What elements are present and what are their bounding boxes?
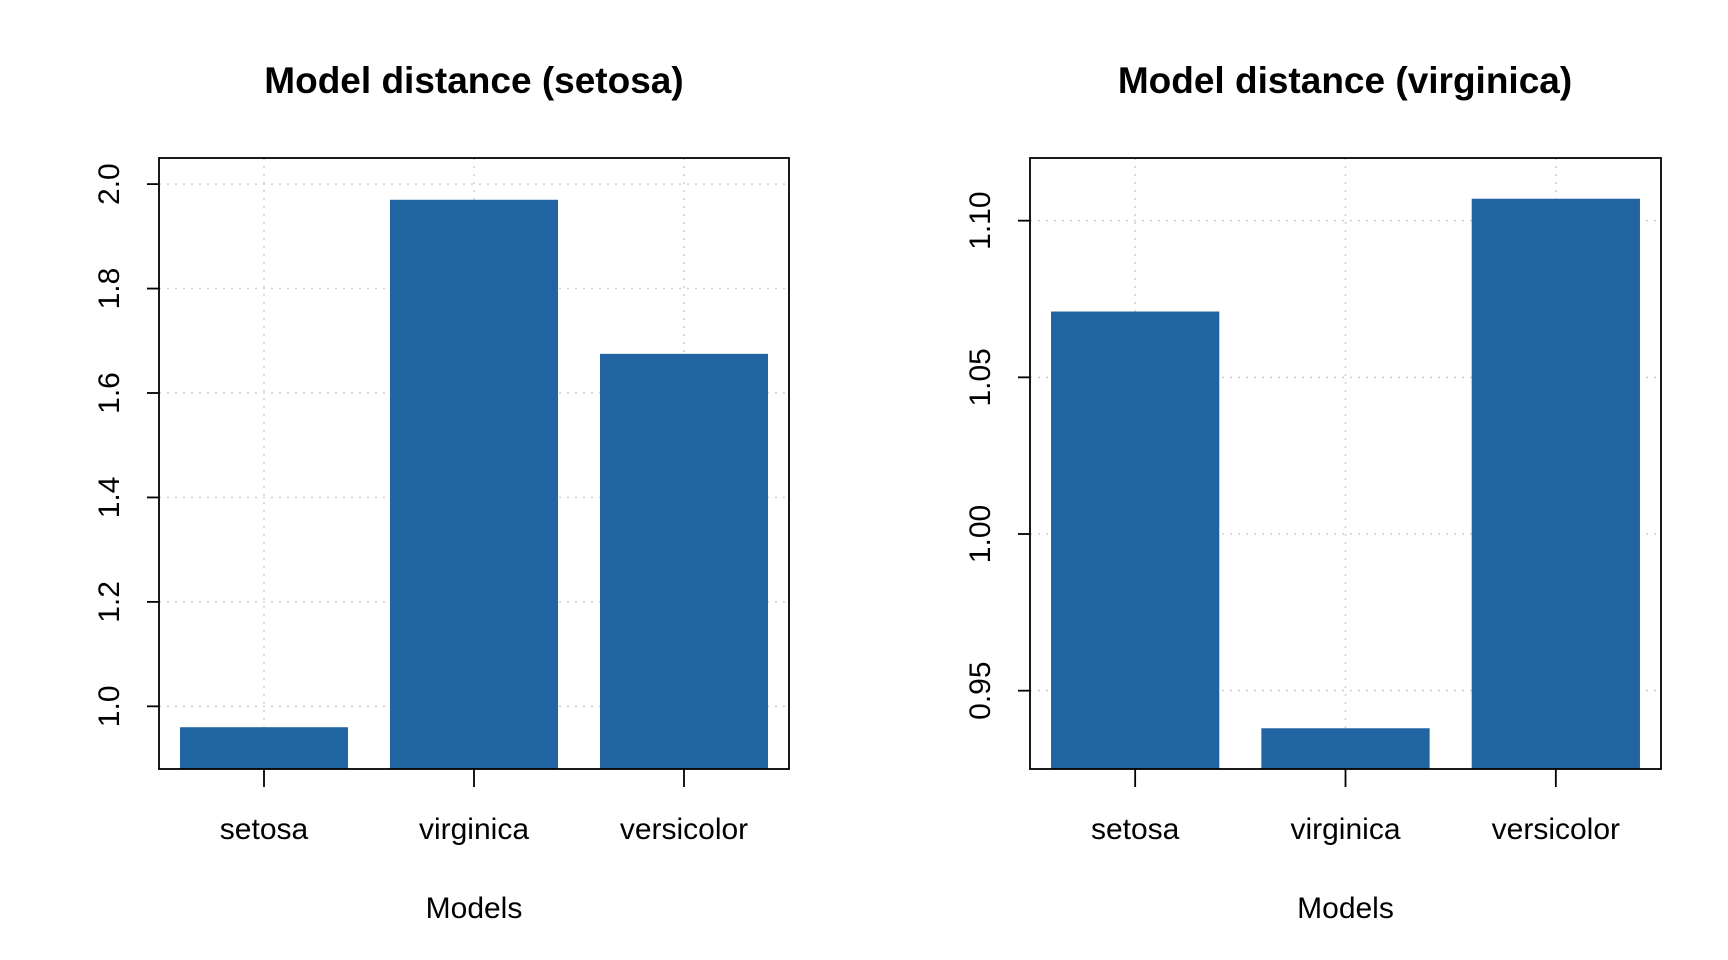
chart-panel-setosa: 1.0 1.2 1.4 1.6 1.8 2.0 setosa virginica versico… <box>93 60 790 925</box>
chart-virginica-ytick-label-3: 1.10 <box>964 191 997 249</box>
chart-virginica-ytick-label-1: 1.00 <box>964 505 997 563</box>
chart-virginica-bar-setosa <box>1051 311 1220 769</box>
chart-setosa-bar-versicolor <box>600 353 768 769</box>
chart-virginica-ytick-label-2: 1.05 <box>964 348 997 406</box>
chart-virginica-xtick-label-virginica: virginica <box>1290 813 1400 846</box>
chart-setosa-xtick-label-virginica: virginica <box>419 813 529 846</box>
chart-virginica-ytick-label-0: 0.95 <box>964 661 997 719</box>
chart-setosa-ytick-label-4: 1.8 <box>93 268 126 310</box>
chart-virginica-title: Model distance (virginica) <box>1118 60 1572 101</box>
chart-virginica-bar-versicolor <box>1471 198 1640 769</box>
chart-setosa-xtick-label-versicolor: versicolor <box>620 813 748 846</box>
chart-setosa-bar-virginica <box>390 199 558 769</box>
chart-setosa-xtick-label-setosa: setosa <box>220 813 309 846</box>
chart-virginica-xlabel: Models <box>1297 892 1394 925</box>
chart-virginica-xtick-label-setosa: setosa <box>1091 813 1180 846</box>
chart-setosa-title: Model distance (setosa) <box>264 60 683 101</box>
chart-setosa-xlabel: Models <box>426 892 523 925</box>
chart-setosa-ytick-label-3: 1.6 <box>93 372 126 414</box>
chart-setosa-ytick-label-2: 1.4 <box>93 477 126 519</box>
chart-setosa-ytick-label-0: 1.0 <box>93 685 126 727</box>
chart-setosa-ytick-label-5: 2.0 <box>93 163 126 205</box>
chart-panel-virginica: 0.95 1.00 1.05 1.10 setosa virginica versicolo… <box>964 60 1662 925</box>
chart-setosa-bar-setosa <box>180 727 348 769</box>
chart-setosa-ytick-label-1: 1.2 <box>93 581 126 623</box>
chart-virginica-bar-virginica <box>1261 728 1430 769</box>
chart-virginica-xtick-label-versicolor: versicolor <box>1492 813 1620 846</box>
